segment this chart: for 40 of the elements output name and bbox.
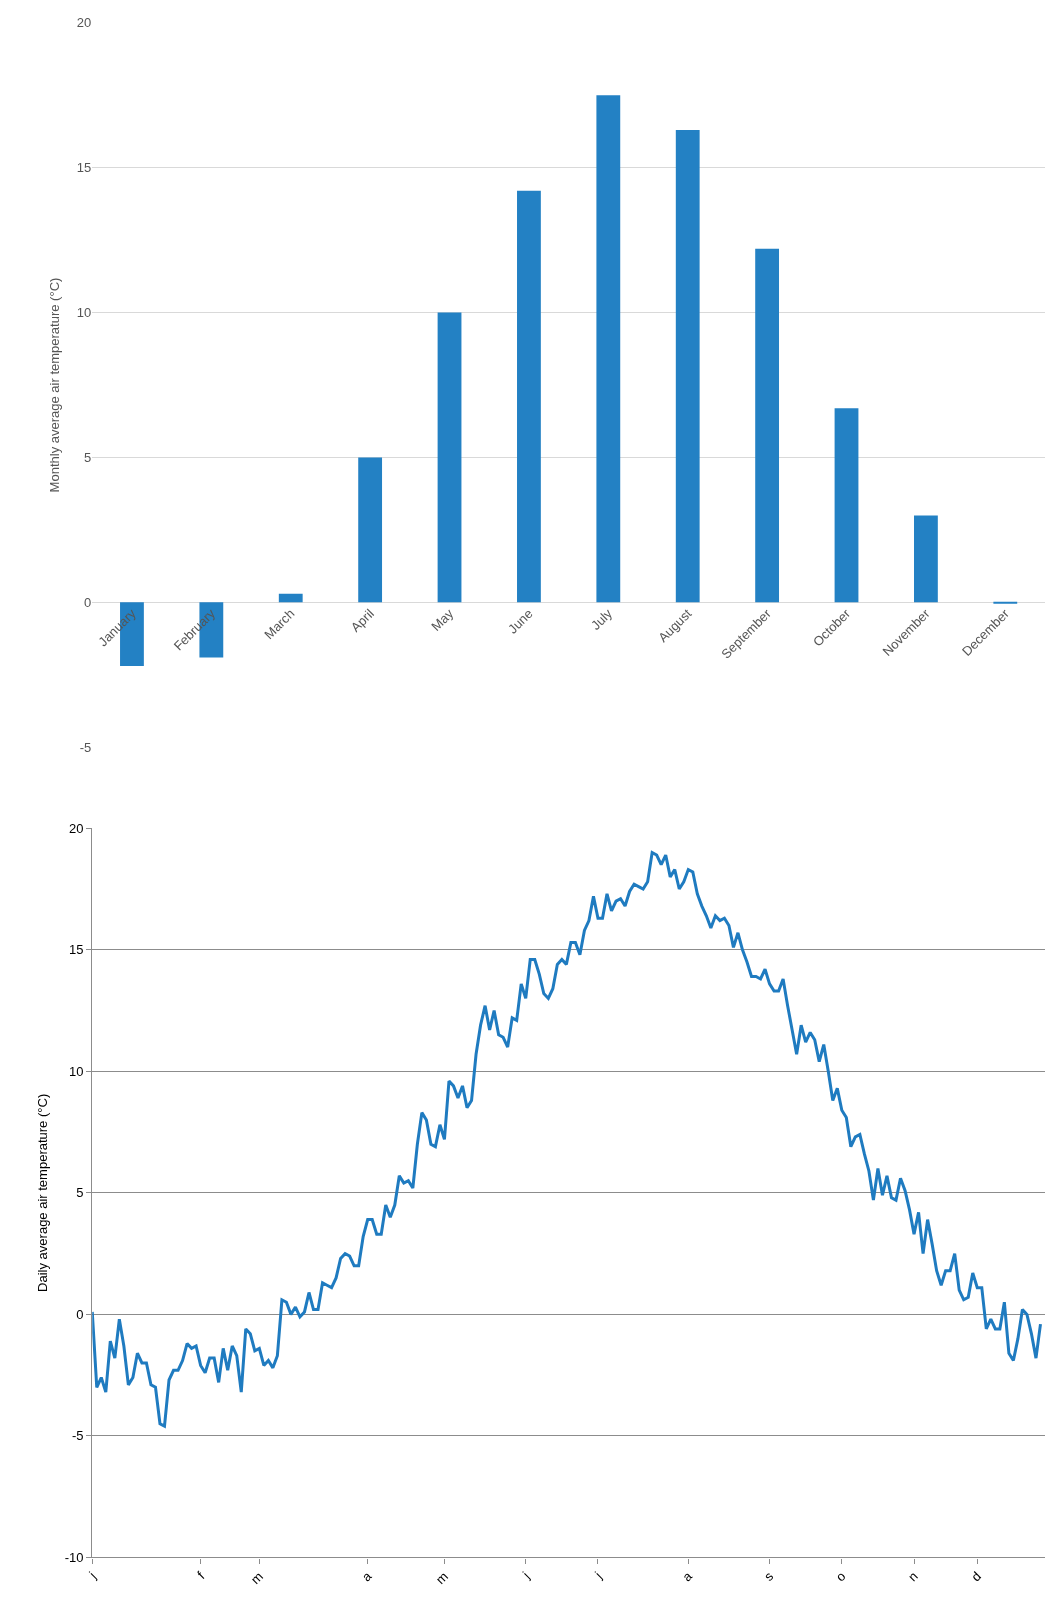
x-tick-label: j xyxy=(591,1568,605,1583)
y-tick-label: -10 xyxy=(64,1549,84,1565)
y-axis-title: Daily average air temperature (°C) xyxy=(34,1093,50,1292)
x-tick-label: d xyxy=(968,1568,984,1585)
y-tick-label: 5 xyxy=(76,1185,84,1201)
x-tick-label: n xyxy=(905,1568,921,1585)
x-tick-label: a xyxy=(679,1568,696,1585)
x-tick-label: j xyxy=(85,1568,100,1583)
x-tick-label: May xyxy=(428,605,457,634)
y-tick-label: 10 xyxy=(69,1063,84,1079)
bar xyxy=(358,457,383,603)
y-tick-label: 15 xyxy=(69,942,84,958)
y-axis-title: Monthly average air temperature (°C) xyxy=(46,277,62,493)
x-tick-label: j xyxy=(519,1568,533,1583)
bar xyxy=(914,515,938,603)
bar xyxy=(834,408,859,603)
y-tick-label: 20 xyxy=(76,15,92,31)
bar xyxy=(517,190,541,603)
line-series xyxy=(92,851,1042,1428)
y-tick-label: 5 xyxy=(84,450,92,466)
x-tick-label: July xyxy=(588,605,616,633)
x-tick-label: m xyxy=(432,1568,452,1588)
bar xyxy=(755,248,780,603)
bar xyxy=(437,312,462,603)
y-tick-label: -5 xyxy=(71,1428,84,1444)
bar xyxy=(993,601,1018,604)
bar xyxy=(675,130,700,603)
y-tick-label: -5 xyxy=(79,739,92,755)
x-tick-label: o xyxy=(832,1568,849,1585)
y-tick-label: 20 xyxy=(69,820,84,836)
x-tick-label: f xyxy=(194,1568,208,1582)
x-tick-label: m xyxy=(247,1568,267,1588)
y-tick-label: 10 xyxy=(76,305,92,321)
y-tick-label: 0 xyxy=(76,1306,84,1322)
bar xyxy=(278,593,303,603)
bar xyxy=(596,95,621,603)
x-tick-label: a xyxy=(358,1568,375,1585)
y-tick-label: 0 xyxy=(84,594,92,610)
x-tick-label: s xyxy=(761,1568,777,1584)
y-tick-label: 15 xyxy=(76,160,92,176)
